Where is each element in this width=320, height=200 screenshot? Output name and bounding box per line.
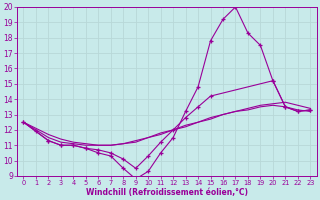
X-axis label: Windchill (Refroidissement éolien,°C): Windchill (Refroidissement éolien,°C): [86, 188, 248, 197]
